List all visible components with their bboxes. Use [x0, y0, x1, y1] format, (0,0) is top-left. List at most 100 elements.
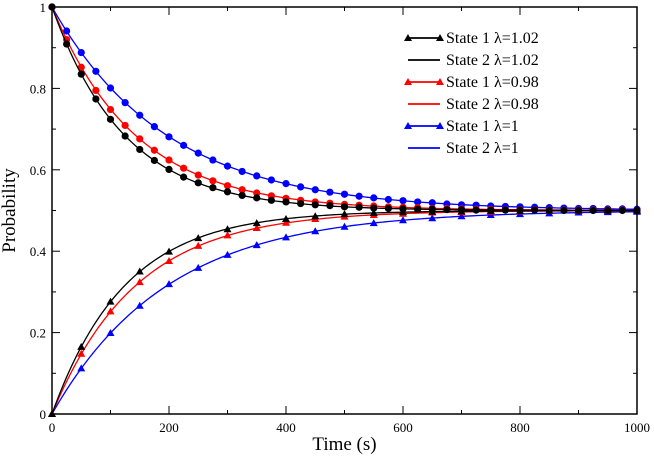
data-point-circle [326, 202, 334, 210]
data-point-triangle [428, 214, 437, 222]
data-point-circle [180, 141, 188, 149]
series-5 [48, 3, 641, 213]
data-point-triangle [106, 329, 115, 337]
legend-item: State 2 λ=1 [408, 140, 519, 157]
data-point-circle [194, 171, 202, 179]
data-point-triangle [223, 231, 232, 239]
data-point-triangle [77, 364, 86, 372]
data-point-circle [326, 188, 334, 196]
data-point-triangle [399, 216, 407, 224]
data-point-circle [63, 27, 71, 35]
data-point-triangle [340, 210, 349, 218]
x-axis-title: Time (s) [312, 434, 376, 455]
data-point-circle [311, 201, 319, 209]
data-point-circle [267, 196, 275, 204]
data-point-circle [340, 203, 349, 211]
data-point-triangle [369, 219, 378, 227]
data-point-circle [106, 84, 115, 92]
legend-item: State 1 λ=1 [404, 118, 519, 135]
data-point-circle [297, 183, 305, 191]
data-point-triangle [223, 225, 232, 233]
data-point-triangle [340, 222, 349, 230]
data-point-circle [399, 205, 407, 213]
data-point-triangle [106, 307, 115, 315]
data-point-circle [370, 194, 378, 202]
data-point-circle [253, 172, 261, 180]
x-tick-label: 800 [510, 420, 530, 435]
data-point-circle [77, 63, 85, 71]
data-point-circle [501, 206, 509, 214]
legend-label: State 2 λ=1 [446, 140, 519, 157]
legend-label: State 1 λ=1.02 [446, 30, 539, 47]
y-tick-label: 0.6 [30, 163, 47, 178]
data-point-circle [370, 204, 378, 212]
data-point-triangle [77, 342, 86, 350]
data-point-circle [472, 206, 480, 214]
data-point-triangle [165, 247, 173, 255]
data-point-circle [92, 86, 100, 95]
data-point-triangle [252, 241, 261, 249]
data-point-circle [238, 167, 246, 176]
data-point-circle [121, 132, 129, 140]
data-point-circle [165, 165, 173, 173]
data-point-circle [136, 145, 144, 154]
data-point-circle [121, 121, 129, 130]
data-point-circle [92, 95, 100, 103]
data-point-circle [545, 206, 553, 215]
data-point-circle [618, 206, 626, 215]
data-point-circle [589, 206, 597, 215]
data-point-circle [106, 115, 115, 123]
data-point-circle [150, 123, 158, 131]
data-point-circle [209, 156, 217, 164]
data-point-circle [311, 186, 319, 194]
legend-item: State 2 λ=1.02 [408, 52, 539, 69]
data-point-triangle [252, 224, 261, 232]
data-point-circle [355, 203, 363, 211]
x-tick-label: 0 [49, 420, 56, 435]
data-point-triangle [311, 227, 320, 235]
y-tick-label: 0.4 [30, 244, 47, 259]
legend-marker-triangle [404, 122, 412, 129]
x-tick-label: 600 [393, 420, 413, 435]
data-point-triangle [77, 349, 86, 357]
legend-marker-triangle [436, 122, 444, 129]
legend-label: State 1 λ=0.98 [446, 74, 539, 91]
data-point-circle [106, 105, 115, 114]
data-point-circle [238, 186, 246, 194]
data-point-circle [150, 156, 158, 165]
data-point-triangle [194, 241, 203, 249]
legend-marker-triangle [436, 34, 444, 41]
data-point-circle [384, 195, 392, 204]
data-point-circle [63, 40, 71, 48]
data-point-circle [574, 206, 583, 215]
data-point-circle [150, 146, 158, 154]
data-point-circle [297, 199, 305, 208]
data-point-triangle [282, 233, 290, 241]
data-point-circle [253, 194, 261, 202]
legend-marker-triangle [404, 78, 412, 85]
data-point-triangle [457, 212, 466, 220]
data-point-triangle [223, 250, 232, 258]
data-point-circle [180, 173, 188, 181]
data-point-circle [282, 198, 290, 206]
data-point-circle [77, 70, 85, 78]
data-point-triangle [369, 208, 378, 216]
data-point-circle [223, 162, 232, 170]
legend-label: State 2 λ=0.98 [446, 96, 539, 113]
data-point-circle [355, 192, 363, 200]
data-point-triangle [194, 234, 203, 242]
data-point-circle [414, 205, 422, 213]
data-point-circle [457, 206, 466, 214]
legend-marker-triangle [404, 34, 412, 41]
data-point-circle [180, 164, 188, 172]
legend-item: State 2 λ=0.98 [408, 96, 539, 113]
data-point-circle [604, 206, 612, 215]
data-point-triangle [165, 280, 173, 288]
data-point-circle [531, 206, 539, 214]
data-point-triangle [135, 301, 144, 309]
data-point-circle [238, 191, 246, 200]
data-point-circle [443, 206, 451, 214]
y-tick-label: 0.8 [30, 81, 46, 96]
data-point-circle [194, 179, 202, 187]
